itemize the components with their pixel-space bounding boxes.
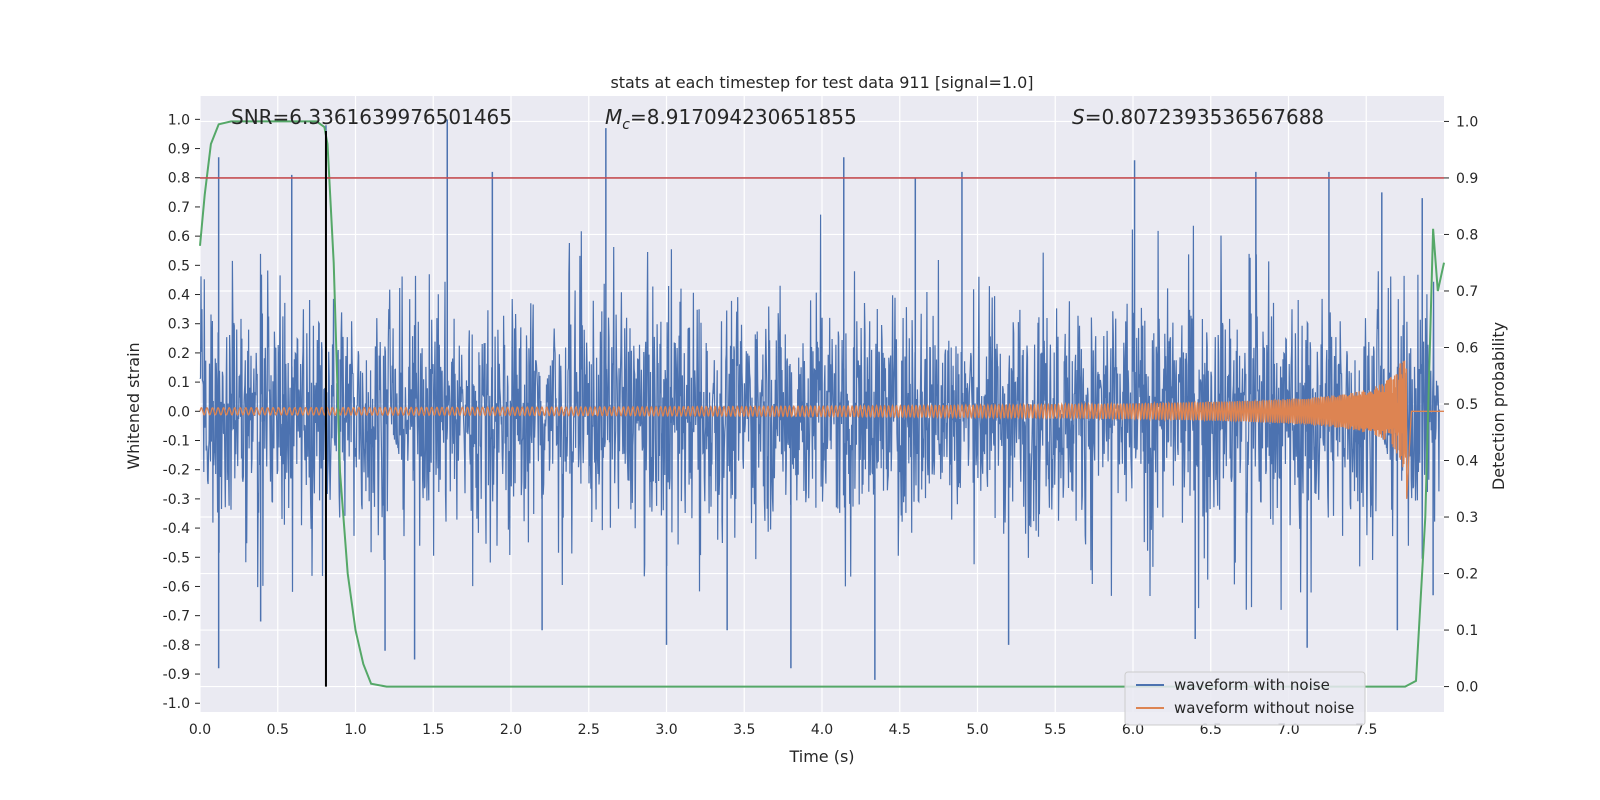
x-tick-label-9: 4.5 — [889, 722, 911, 738]
overlays — [200, 131, 1444, 687]
y-tick-label-left-19: 0.9 — [168, 142, 190, 158]
snr-annotation: SNR=6.3361639976501465 — [231, 105, 512, 129]
probability-series — [199, 120, 1445, 688]
y-tick-label-right-9: 0.9 — [1456, 171, 1478, 187]
y-tick-label-left-20: 1.0 — [168, 112, 190, 128]
y-tick-label-left-3: -0.7 — [163, 609, 190, 625]
chirp-mass-symbol: M — [605, 105, 622, 129]
x-tick-label-11: 5.5 — [1044, 722, 1066, 738]
chart-title: stats at each timestep for test data 911… — [610, 73, 1033, 92]
y-tick-label-right-5: 0.5 — [1456, 397, 1478, 413]
y-tick-label-right-3: 0.3 — [1456, 510, 1478, 526]
y-tick-label-left-15: 0.5 — [168, 258, 190, 274]
y-tick-label-left-13: 0.3 — [168, 317, 190, 333]
y-tick-label-left-8: -0.2 — [163, 463, 190, 479]
y-tick-label-right-8: 0.8 — [1456, 227, 1478, 243]
y-ticks-left: -1.0 -0.9 -0.8 -0.7 -0.6 -0.5 -0.4 -0.3 -0.2 -0.1… — [163, 112, 200, 712]
x-ticks: 0.0 0.5 1.0 1.5 2.0 2.5 3.0 3.5 4.0 4.5 5.0 5.5 6.0 6… — [189, 722, 1378, 738]
y-tick-label-left-18: 0.8 — [168, 171, 190, 187]
y-tick-label-right-1: 0.1 — [1456, 623, 1478, 639]
y-ticks-right: 0.0 0.1 0.2 0.3 0.4 0.5 0.6 0.7 0.8 0.9 1.0 — [1444, 114, 1478, 696]
x-axis-label: Time (s) — [788, 747, 854, 766]
x-tick-label-1: 0.5 — [267, 722, 289, 738]
y-tick-label-left-10: 0.0 — [168, 404, 190, 420]
noise-series — [199, 119, 1440, 680]
x-tick-label-5: 2.5 — [578, 722, 600, 738]
x-tick-label-7: 3.5 — [733, 722, 755, 738]
y-tick-label-left-16: 0.6 — [168, 229, 190, 245]
chirp-mass-subscript: c — [622, 117, 630, 133]
x-tick-label-4: 2.0 — [500, 722, 522, 738]
y-tick-label-left-1: -0.9 — [163, 667, 190, 683]
legend-label-noise: waveform with noise — [1174, 676, 1330, 694]
x-tick-label-14: 7.0 — [1277, 722, 1299, 738]
y-tick-label-right-4: 0.4 — [1456, 454, 1478, 470]
x-tick-label-13: 6.5 — [1200, 722, 1222, 738]
y-tick-label-left-5: -0.5 — [163, 550, 190, 566]
y-tick-label-left-2: -0.8 — [163, 638, 190, 654]
chirp-mass-value: =8.917094230651855 — [630, 105, 857, 129]
x-tick-label-10: 5.0 — [966, 722, 988, 738]
s-symbol: S — [1072, 105, 1085, 129]
x-tick-label-15: 7.5 — [1355, 722, 1377, 738]
y-tick-label-right-6: 0.6 — [1456, 340, 1478, 356]
x-tick-label-6: 3.0 — [655, 722, 677, 738]
chirp-line — [199, 360, 1444, 499]
y-tick-label-right-2: 0.2 — [1456, 567, 1478, 583]
chirp-series — [199, 360, 1444, 499]
probability-line — [199, 120, 1445, 688]
chirp-mass-annotation: Mc=8.917094230651855 — [605, 105, 857, 133]
y-axis-label-left: Whitened strain — [124, 342, 143, 469]
y-axis-label-right: Detection probability — [1489, 322, 1508, 490]
y-tick-label-right-7: 0.7 — [1456, 284, 1478, 300]
x-tick-label-12: 6.0 — [1122, 722, 1144, 738]
x-tick-label-2: 1.0 — [344, 722, 366, 738]
y-tick-label-left-12: 0.2 — [168, 346, 190, 362]
y-tick-label-left-14: 0.4 — [168, 288, 190, 304]
s-value: =0.8072393536567688 — [1085, 105, 1324, 129]
y-tick-label-left-4: -0.6 — [163, 579, 190, 595]
legend: waveform with noise waveform without noi… — [1124, 671, 1366, 726]
legend-label-clean: waveform without noise — [1174, 699, 1354, 717]
y-tick-label-left-7: -0.3 — [163, 492, 190, 508]
x-tick-label-8: 4.0 — [811, 722, 833, 738]
y-tick-label-left-6: -0.4 — [163, 521, 190, 537]
y-tick-label-left-11: 0.1 — [168, 375, 190, 391]
y-tick-label-left-17: 0.7 — [168, 200, 190, 216]
y-tick-label-left-9: -0.1 — [163, 433, 190, 449]
y-tick-label-right-10: 1.0 — [1456, 114, 1478, 130]
y-tick-label-right-0: 0.0 — [1456, 680, 1478, 696]
y-tick-label-left-0: -1.0 — [163, 696, 190, 712]
s-annotation: S=0.8072393536567688 — [1072, 105, 1324, 129]
noise-line — [199, 214, 1440, 610]
x-tick-label-0: 0.0 — [189, 722, 211, 738]
x-tick-label-3: 1.5 — [422, 722, 444, 738]
legend-box — [1124, 671, 1366, 726]
